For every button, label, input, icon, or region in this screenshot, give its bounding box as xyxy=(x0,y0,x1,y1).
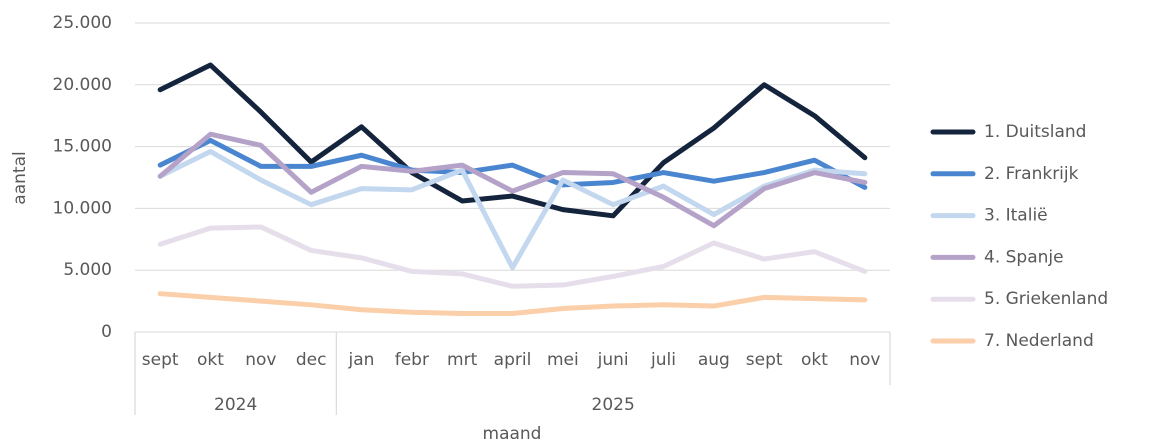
x-tick-label: jan xyxy=(348,350,375,370)
x-tick-label: april xyxy=(494,350,532,370)
y-tick-label: 10.000 xyxy=(53,198,112,218)
x-tick-label: juni xyxy=(597,350,629,370)
y-axis-title: aantal xyxy=(10,151,30,204)
x-tick-label: aug xyxy=(698,350,730,370)
x-tick-label: febr xyxy=(395,350,429,370)
x-tick-label: sept xyxy=(746,350,783,370)
legend-label: 1. Duitsland xyxy=(984,122,1086,142)
legend-label: 4. Spanje xyxy=(984,247,1064,267)
x-tick-label: okt xyxy=(197,350,224,370)
legend-label: 2. Frankrijk xyxy=(984,164,1079,184)
series-line xyxy=(157,137,868,190)
group-label: 2024 xyxy=(214,395,257,415)
x-tick-label: dec xyxy=(296,350,327,370)
series-line xyxy=(157,62,868,219)
group-label: 2025 xyxy=(592,395,635,415)
legend-label: 5. Griekenland xyxy=(984,289,1108,309)
y-tick-label: 15.000 xyxy=(53,137,112,157)
x-tick-label: juli xyxy=(650,350,676,370)
series-line xyxy=(157,291,868,316)
series-line xyxy=(157,131,868,229)
x-tick-label: sept xyxy=(142,350,179,370)
y-tick-label: 20.000 xyxy=(53,75,112,95)
legend-label: 7. Nederland xyxy=(984,331,1094,351)
y-tick-label: 25.000 xyxy=(53,13,112,33)
series-line xyxy=(157,149,868,271)
x-tick-label: mrt xyxy=(447,350,478,370)
x-tick-label: okt xyxy=(801,350,828,370)
series-line xyxy=(157,224,868,289)
x-tick-label: nov xyxy=(849,350,880,370)
x-tick-label: nov xyxy=(245,350,276,370)
x-axis-title: maand xyxy=(483,424,542,443)
y-tick-label: 0 xyxy=(101,322,112,342)
y-tick-label: 5.000 xyxy=(63,260,112,280)
legend-label: 3. Italië xyxy=(984,206,1048,226)
x-tick-label: mei xyxy=(547,350,579,370)
